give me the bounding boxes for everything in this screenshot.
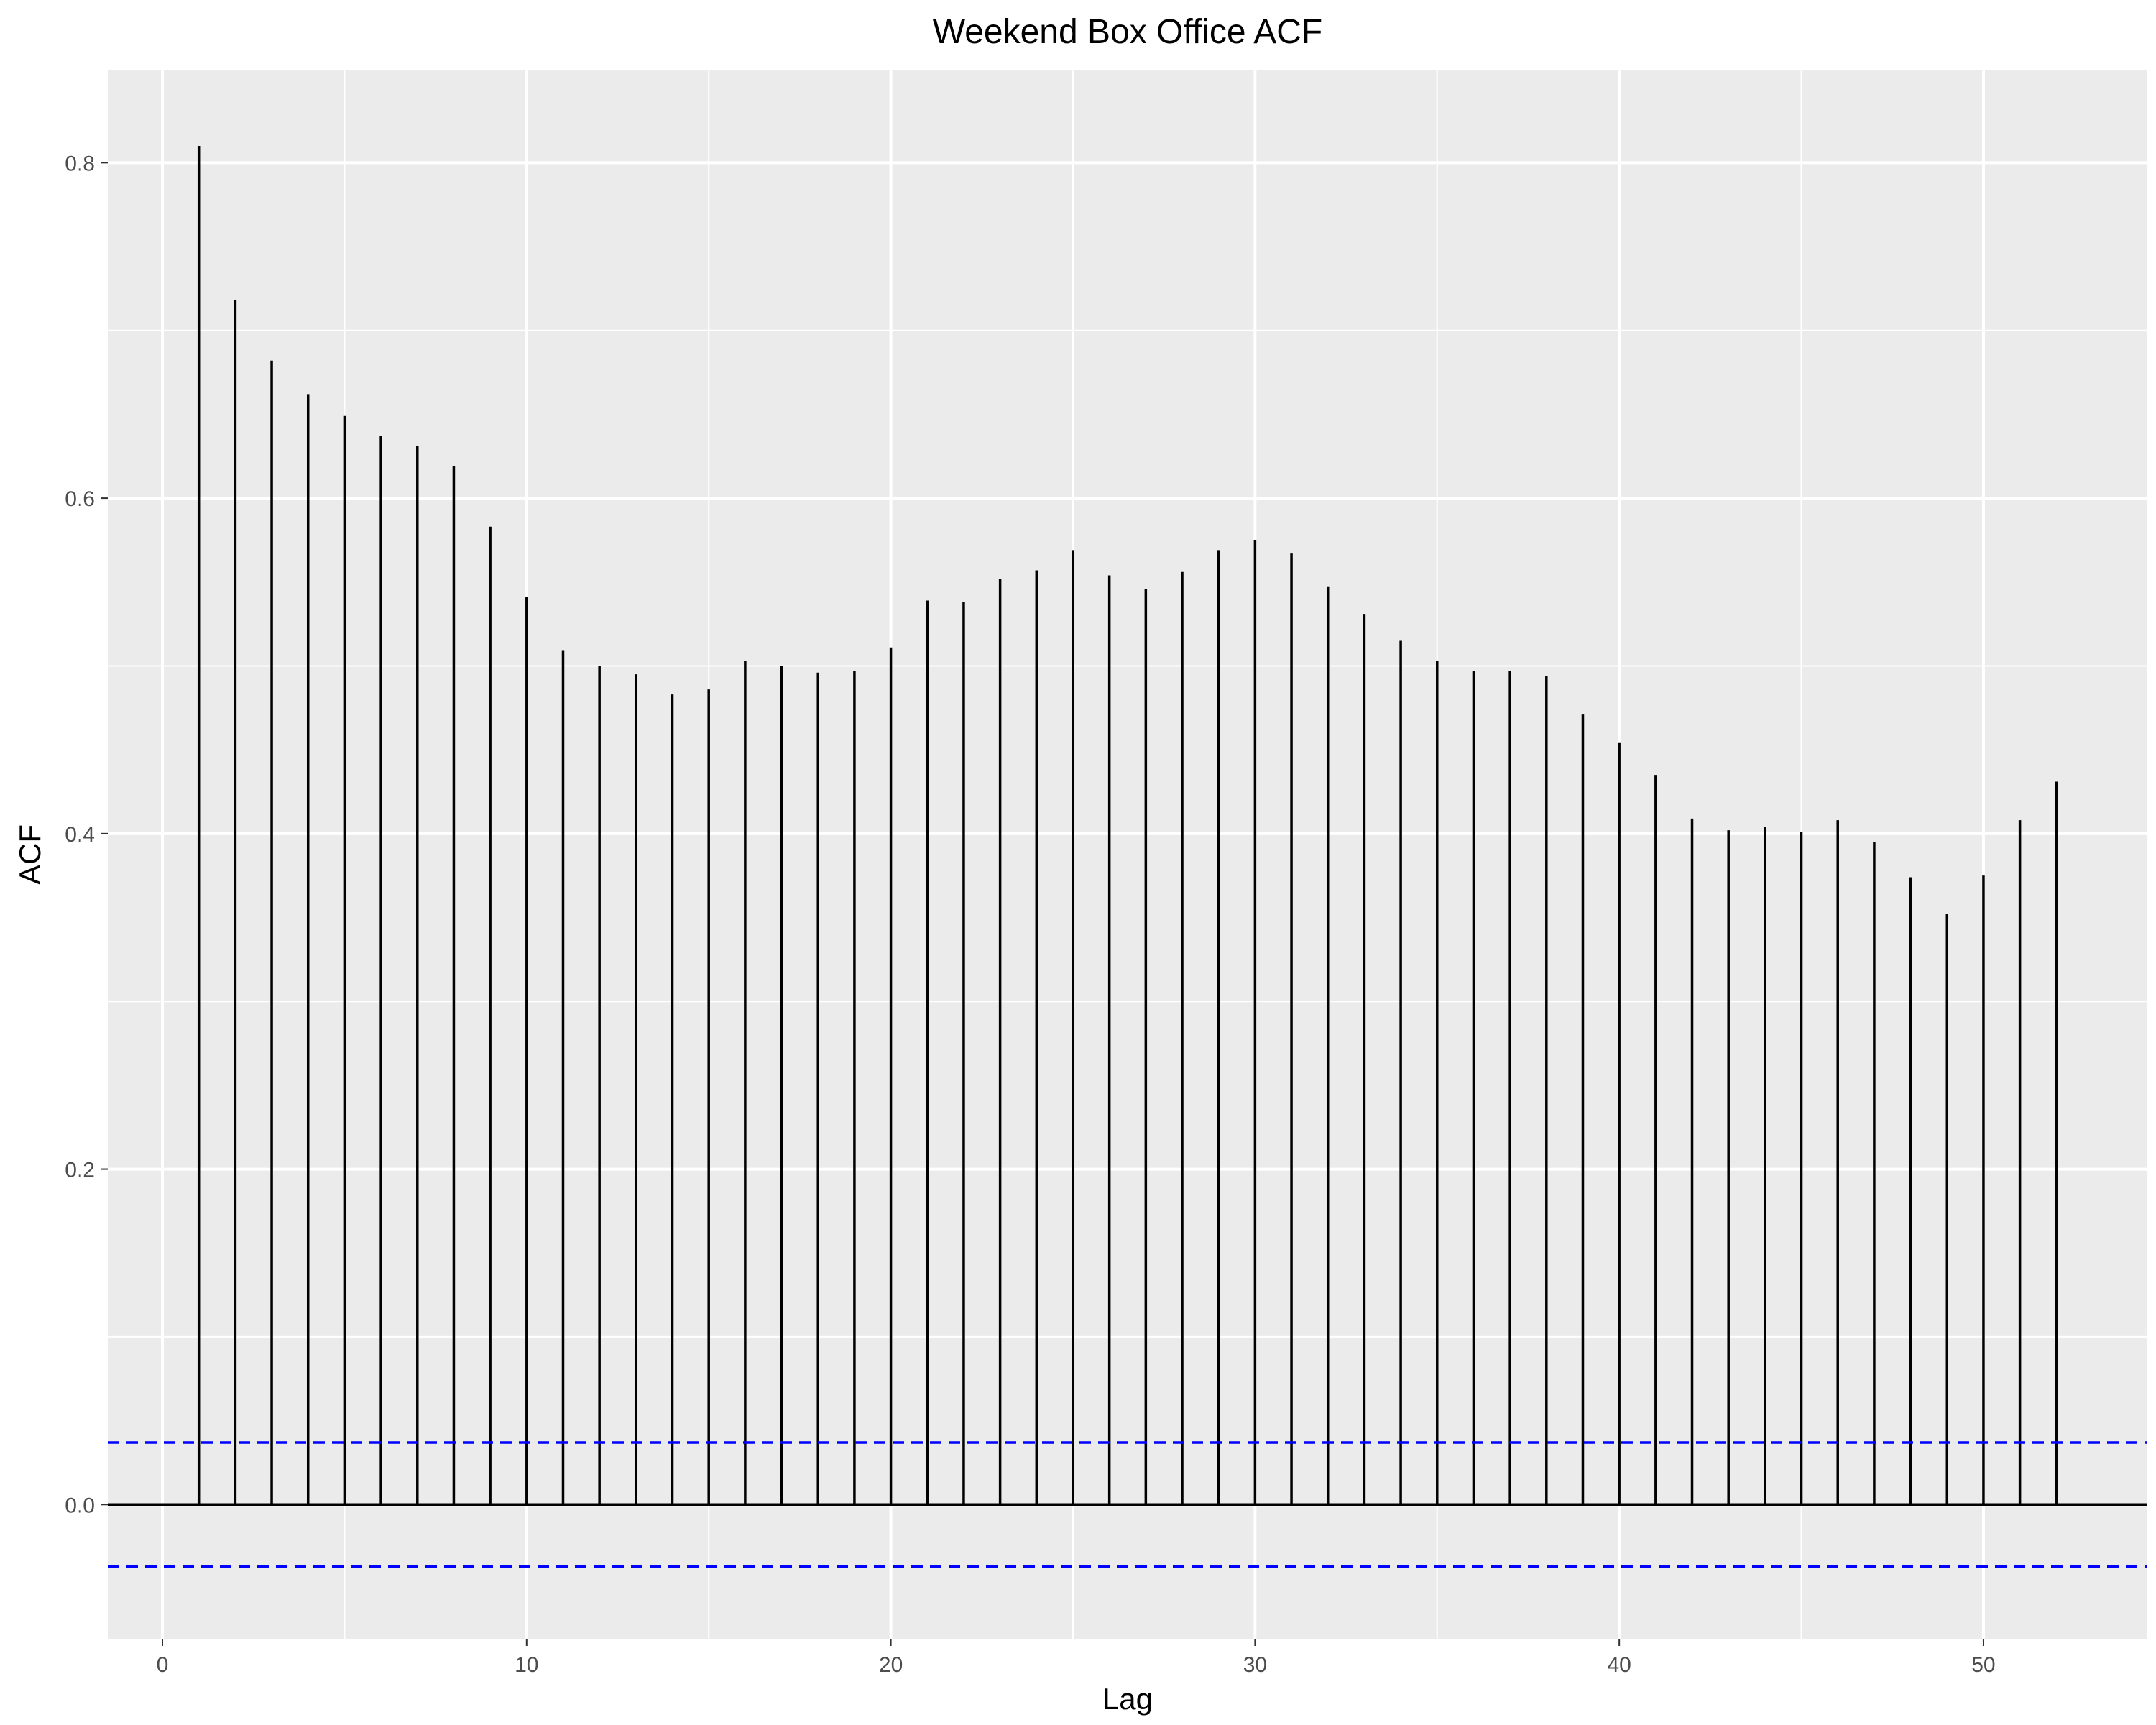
y-tick-label: 0.4 — [65, 823, 95, 847]
x-tick-label: 10 — [515, 1653, 538, 1677]
axis-ticks: 0 10 20 30 40 50 0.0 0.2 0.4 0.6 0.8 — [65, 152, 1995, 1677]
x-axis-label: Lag — [1102, 1682, 1153, 1716]
y-tick-label: 0.0 — [65, 1494, 95, 1517]
acf-bars — [108, 146, 2147, 1568]
chart-title: Weekend Box Office ACF — [933, 13, 1322, 51]
plot-panel — [108, 70, 2147, 1639]
y-tick-label: 0.2 — [65, 1159, 95, 1182]
x-tick-label: 40 — [1607, 1653, 1631, 1677]
x-tick-label: 50 — [1971, 1653, 1995, 1677]
x-tick-label: 0 — [157, 1653, 169, 1677]
x-tick-label: 20 — [879, 1653, 903, 1677]
y-tick-label: 0.6 — [65, 487, 95, 511]
x-tick-label: 30 — [1243, 1653, 1267, 1677]
y-axis-label: ACF — [13, 824, 47, 885]
y-tick-label: 0.8 — [65, 152, 95, 175]
